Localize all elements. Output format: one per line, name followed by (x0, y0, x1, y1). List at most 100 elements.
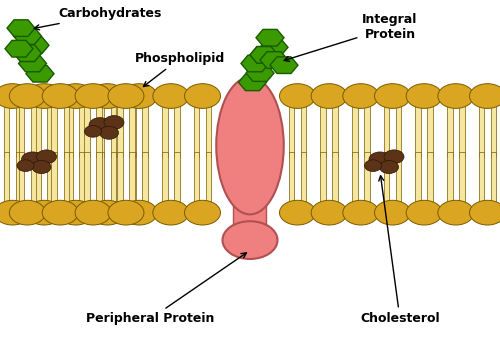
Circle shape (58, 200, 94, 225)
Circle shape (10, 200, 46, 225)
Bar (194, 152, 199, 204)
Bar (129, 105, 134, 157)
Bar (52, 152, 57, 204)
Circle shape (406, 200, 442, 225)
Circle shape (369, 152, 391, 167)
Bar (142, 152, 148, 204)
Circle shape (108, 84, 144, 108)
Circle shape (32, 161, 51, 174)
Text: Phospholipid: Phospholipid (135, 52, 225, 86)
Circle shape (153, 200, 189, 225)
Bar (162, 152, 168, 204)
Bar (478, 152, 484, 204)
Circle shape (374, 84, 410, 108)
Bar (36, 152, 41, 204)
Circle shape (17, 160, 34, 172)
Circle shape (384, 150, 404, 164)
Bar (4, 105, 9, 157)
Circle shape (311, 200, 347, 225)
Bar (174, 152, 180, 204)
Text: Integral
Protein: Integral Protein (284, 13, 418, 61)
Bar (67, 105, 72, 157)
Circle shape (0, 84, 30, 108)
Ellipse shape (216, 77, 284, 214)
Bar (459, 105, 464, 157)
Circle shape (121, 84, 157, 108)
Text: Carbohydrates: Carbohydrates (34, 7, 162, 30)
Circle shape (26, 200, 62, 225)
Bar (301, 105, 306, 157)
Bar (129, 152, 134, 204)
Bar (194, 105, 199, 157)
Bar (162, 105, 168, 157)
Bar (491, 152, 496, 204)
Bar (64, 152, 69, 204)
Bar (447, 105, 452, 157)
Bar (79, 105, 84, 157)
Circle shape (364, 160, 382, 172)
Circle shape (100, 126, 118, 139)
Bar (96, 152, 102, 204)
Circle shape (89, 118, 111, 133)
Circle shape (406, 84, 442, 108)
FancyBboxPatch shape (234, 204, 266, 249)
Bar (67, 152, 72, 204)
Bar (459, 152, 464, 204)
Bar (447, 152, 452, 204)
Bar (111, 105, 116, 157)
Bar (428, 105, 433, 157)
Bar (416, 105, 421, 157)
Bar (416, 152, 421, 204)
Bar (320, 105, 326, 157)
Circle shape (470, 84, 500, 108)
Circle shape (280, 84, 316, 108)
Circle shape (222, 221, 278, 259)
Bar (130, 152, 136, 204)
Circle shape (374, 200, 410, 225)
Bar (98, 105, 104, 157)
Bar (79, 152, 84, 204)
Circle shape (121, 200, 157, 225)
Bar (396, 152, 402, 204)
Circle shape (42, 84, 78, 108)
Bar (111, 152, 116, 204)
Circle shape (108, 200, 144, 225)
Bar (48, 105, 53, 157)
Bar (130, 105, 136, 157)
Bar (364, 105, 370, 157)
Bar (64, 105, 69, 157)
Circle shape (42, 200, 78, 225)
Circle shape (184, 200, 220, 225)
Bar (396, 105, 402, 157)
Bar (332, 152, 338, 204)
Bar (117, 152, 122, 204)
Bar (352, 105, 358, 157)
Bar (84, 152, 90, 204)
Bar (36, 105, 41, 157)
Circle shape (438, 84, 474, 108)
Bar (288, 152, 294, 204)
Circle shape (280, 200, 316, 225)
Bar (320, 152, 326, 204)
Circle shape (26, 84, 62, 108)
Bar (16, 152, 22, 204)
Bar (48, 152, 53, 204)
Circle shape (75, 84, 111, 108)
Circle shape (343, 84, 379, 108)
Bar (364, 152, 370, 204)
Bar (16, 105, 22, 157)
Bar (478, 105, 484, 157)
Circle shape (90, 200, 126, 225)
Text: Peripheral Protein: Peripheral Protein (86, 253, 246, 326)
Circle shape (58, 84, 94, 108)
Circle shape (153, 84, 189, 108)
Bar (96, 105, 102, 157)
Text: Cholesterol: Cholesterol (360, 176, 440, 326)
Circle shape (22, 152, 44, 167)
Circle shape (90, 84, 126, 108)
Bar (206, 105, 212, 157)
Bar (84, 105, 90, 157)
Circle shape (0, 200, 30, 225)
Circle shape (75, 200, 111, 225)
Bar (52, 105, 57, 157)
